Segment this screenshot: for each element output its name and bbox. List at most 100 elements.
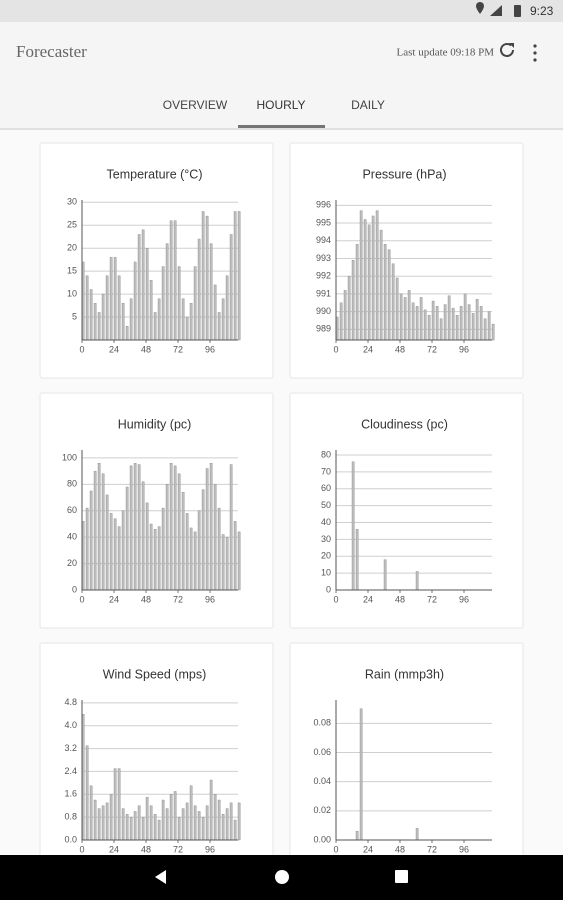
bar: [157, 819, 161, 841]
x-tick-label: 24: [363, 344, 373, 354]
x-tick-label: 48: [395, 844, 405, 854]
x-tick-label: 48: [395, 594, 405, 604]
bar: [181, 808, 185, 841]
bar: [85, 275, 89, 341]
bar: [177, 473, 181, 591]
chart-title: Rain (mmp3h): [365, 667, 444, 681]
bar: [93, 303, 97, 341]
y-tick-label: 10: [67, 288, 77, 298]
bar: [101, 293, 105, 341]
bar: [97, 808, 101, 841]
bar: [229, 802, 233, 841]
x-tick-label: 24: [363, 594, 373, 604]
bar: [483, 318, 487, 341]
bar: [351, 260, 355, 341]
y-tick-label: 0.02: [313, 805, 331, 815]
x-tick-label: 0: [333, 594, 338, 604]
bar: [447, 295, 451, 341]
back-button[interactable]: [155, 870, 166, 884]
y-tick-label: 15: [67, 266, 77, 276]
tab-indicator: [238, 125, 325, 128]
bar: [209, 463, 213, 591]
y-tick-label: 10: [321, 568, 331, 578]
bar: [359, 210, 363, 341]
bar: [435, 306, 439, 341]
y-tick-label: 994: [316, 235, 331, 245]
bar: [105, 494, 109, 591]
bar: [479, 306, 483, 341]
bar: [411, 302, 415, 341]
bar: [173, 220, 177, 341]
recents-button[interactable]: [395, 870, 408, 883]
y-tick-label: 993: [316, 253, 331, 263]
y-tick-label: 995: [316, 217, 331, 227]
bar: [97, 312, 101, 341]
bar: [165, 484, 169, 591]
x-tick-label: 0: [79, 344, 84, 354]
bar: [185, 316, 189, 341]
bar: [177, 266, 181, 341]
y-tick-label: 80: [321, 449, 331, 459]
bar: [157, 526, 161, 591]
bar: [339, 302, 343, 341]
bar: [117, 275, 121, 341]
tab[interactable]: OVERVIEW: [163, 98, 228, 112]
bar: [185, 513, 189, 591]
bar: [217, 312, 221, 341]
y-tick-label: 20: [67, 558, 77, 568]
y-tick-label: 4.8: [64, 697, 77, 707]
bar: [113, 518, 117, 591]
bar: [117, 768, 121, 841]
tab[interactable]: HOURLY: [256, 98, 305, 112]
bar: [209, 779, 213, 841]
bar: [455, 314, 459, 341]
bar: [407, 290, 411, 341]
chart-card: Cloudiness (pc) 0 10 20 30 40 50 60 70 80 0 24 48 72 9…: [289, 392, 524, 629]
bar: [133, 261, 137, 341]
y-tick-label: 60: [67, 505, 77, 515]
refresh-button[interactable]: [500, 42, 514, 57]
bar: [193, 805, 197, 841]
bar: [343, 290, 347, 341]
bar: [201, 211, 205, 341]
bar: [355, 244, 359, 341]
bar: [213, 284, 217, 341]
bar: [221, 298, 225, 341]
bar: [375, 210, 379, 341]
bar: [193, 531, 197, 591]
bar: [221, 534, 225, 591]
y-tick-label: 989: [316, 324, 331, 334]
bar: [169, 794, 173, 841]
bar: [125, 486, 129, 591]
bar: [419, 297, 423, 341]
bar: [217, 507, 221, 591]
bar: [153, 529, 157, 591]
y-tick-label: 0.0: [64, 834, 77, 844]
x-tick-label: 48: [395, 344, 405, 354]
bar: [415, 306, 419, 341]
bar: [205, 215, 209, 341]
bar: [133, 811, 137, 841]
bar: [197, 510, 201, 591]
bar: [367, 224, 371, 341]
bar: [89, 490, 93, 591]
bar: [89, 785, 93, 841]
bar: [193, 266, 197, 341]
y-tick-label: 0.06: [313, 747, 331, 757]
bar: [181, 492, 185, 591]
bar: [201, 816, 205, 841]
bar: [205, 805, 209, 841]
bar: [101, 805, 105, 841]
home-button[interactable]: [275, 870, 289, 884]
bar: [233, 819, 237, 841]
bar: [415, 571, 419, 591]
bar: [217, 799, 221, 841]
bar: [463, 293, 467, 341]
y-tick-label: 4.0: [64, 720, 77, 730]
bar: [101, 473, 105, 591]
bar: [109, 513, 113, 591]
y-tick-label: 996: [316, 200, 331, 210]
tab[interactable]: DAILY: [351, 98, 385, 112]
menu-button[interactable]: [533, 44, 537, 62]
bar: [229, 464, 233, 591]
